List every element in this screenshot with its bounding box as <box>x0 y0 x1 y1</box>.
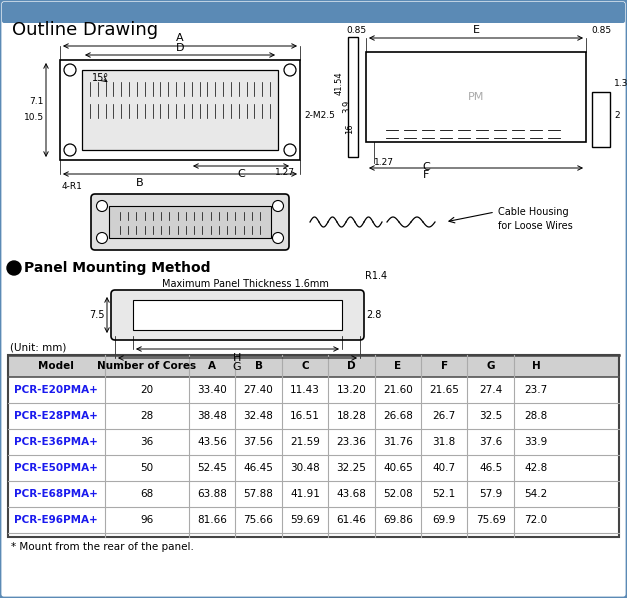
Text: 59.69: 59.69 <box>290 515 320 525</box>
Text: Model: Model <box>38 361 74 371</box>
Circle shape <box>97 233 107 243</box>
Text: 32.48: 32.48 <box>243 411 273 421</box>
Text: 43.56: 43.56 <box>197 437 227 447</box>
Text: 11.43: 11.43 <box>290 385 320 395</box>
Text: 38.48: 38.48 <box>197 411 227 421</box>
Text: 57.9: 57.9 <box>479 489 502 499</box>
Circle shape <box>284 144 296 156</box>
Text: 63.88: 63.88 <box>197 489 227 499</box>
Text: E: E <box>394 361 401 371</box>
Text: 75.69: 75.69 <box>476 515 505 525</box>
Bar <box>109 206 271 238</box>
Text: G: G <box>233 362 241 372</box>
Text: 15°: 15° <box>92 73 109 83</box>
Text: 36: 36 <box>140 437 154 447</box>
Bar <box>8 355 619 537</box>
Text: 28: 28 <box>140 411 154 421</box>
Text: 26.7: 26.7 <box>433 411 456 421</box>
Text: 33.9: 33.9 <box>524 437 547 447</box>
Text: F: F <box>423 170 429 180</box>
Text: PCR-E50PMA+: PCR-E50PMA+ <box>14 463 98 473</box>
Text: 43.68: 43.68 <box>337 489 366 499</box>
Text: 0.85: 0.85 <box>346 26 366 35</box>
Bar <box>133 300 342 330</box>
Text: Outline Drawing: Outline Drawing <box>12 21 158 39</box>
Text: Maximum Panel Thickness 1.6mm: Maximum Panel Thickness 1.6mm <box>162 279 329 289</box>
Text: PCR-E68PMA+: PCR-E68PMA+ <box>14 489 98 499</box>
Text: * Mount from the rear of the panel.: * Mount from the rear of the panel. <box>11 542 194 552</box>
Text: 1.27: 1.27 <box>374 158 394 167</box>
Text: Panel Mounting Method: Panel Mounting Method <box>24 261 211 275</box>
Text: C: C <box>237 169 245 179</box>
Text: 31.8: 31.8 <box>433 437 456 447</box>
Text: 40.7: 40.7 <box>433 463 456 473</box>
Text: 20: 20 <box>140 385 153 395</box>
Text: 32.5: 32.5 <box>479 411 502 421</box>
Text: 2-M2.5: 2-M2.5 <box>304 111 335 120</box>
Text: 2.8: 2.8 <box>366 310 381 320</box>
Circle shape <box>64 144 76 156</box>
Text: Number of Cores: Number of Cores <box>97 361 196 371</box>
Text: 50: 50 <box>140 463 153 473</box>
Text: D: D <box>176 43 184 53</box>
Text: 23.36: 23.36 <box>337 437 366 447</box>
Text: 68: 68 <box>140 489 154 499</box>
Circle shape <box>7 261 21 275</box>
Text: H: H <box>532 361 540 371</box>
Text: 1.3: 1.3 <box>614 79 627 88</box>
Circle shape <box>97 200 107 212</box>
Bar <box>8 355 619 377</box>
Bar <box>82 70 278 150</box>
Text: 31.76: 31.76 <box>383 437 413 447</box>
Text: 41.54: 41.54 <box>335 72 344 95</box>
Text: 3.9: 3.9 <box>342 99 351 112</box>
Text: C: C <box>301 361 308 371</box>
Text: PCR-E96PMA+: PCR-E96PMA+ <box>14 515 98 525</box>
Circle shape <box>273 200 283 212</box>
Bar <box>366 52 586 142</box>
Text: 40.65: 40.65 <box>383 463 413 473</box>
Text: 27.4: 27.4 <box>479 385 502 395</box>
Text: PM: PM <box>468 92 484 102</box>
FancyBboxPatch shape <box>111 290 364 340</box>
Text: 32.25: 32.25 <box>337 463 366 473</box>
Text: 4-R1: 4-R1 <box>62 182 83 191</box>
Text: B: B <box>255 361 263 371</box>
Text: 27.40: 27.40 <box>244 385 273 395</box>
Bar <box>348 37 358 157</box>
Text: 46.45: 46.45 <box>243 463 273 473</box>
Text: 33.40: 33.40 <box>198 385 227 395</box>
Text: PCR-E36PMA+: PCR-E36PMA+ <box>14 437 98 447</box>
Text: 52.08: 52.08 <box>383 489 413 499</box>
Text: R1.4: R1.4 <box>365 271 387 281</box>
FancyBboxPatch shape <box>2 2 625 23</box>
Text: 52.1: 52.1 <box>433 489 456 499</box>
Text: 16: 16 <box>345 123 354 134</box>
Text: 46.5: 46.5 <box>479 463 502 473</box>
Text: for Loose Wires: for Loose Wires <box>498 221 572 231</box>
Text: 1.27: 1.27 <box>275 168 295 177</box>
Text: 41.91: 41.91 <box>290 489 320 499</box>
Text: 69.9: 69.9 <box>433 515 456 525</box>
Text: (Unit: mm): (Unit: mm) <box>10 342 66 352</box>
Text: 72.0: 72.0 <box>524 515 547 525</box>
Text: 21.65: 21.65 <box>429 385 459 395</box>
Text: 37.56: 37.56 <box>243 437 273 447</box>
Text: 10.5: 10.5 <box>24 114 44 123</box>
Circle shape <box>284 64 296 76</box>
Text: D: D <box>347 361 356 371</box>
Text: 16.51: 16.51 <box>290 411 320 421</box>
Text: 52.45: 52.45 <box>197 463 227 473</box>
Text: Cable Housing: Cable Housing <box>498 207 569 217</box>
Text: A: A <box>208 361 216 371</box>
Text: 18.28: 18.28 <box>337 411 366 421</box>
Text: 96: 96 <box>140 515 154 525</box>
Text: 7.5: 7.5 <box>90 310 105 320</box>
Text: A: A <box>176 33 184 43</box>
Text: 21.60: 21.60 <box>383 385 413 395</box>
Text: 69.86: 69.86 <box>383 515 413 525</box>
Text: 75.66: 75.66 <box>243 515 273 525</box>
Text: 26.68: 26.68 <box>383 411 413 421</box>
Bar <box>592 92 610 147</box>
